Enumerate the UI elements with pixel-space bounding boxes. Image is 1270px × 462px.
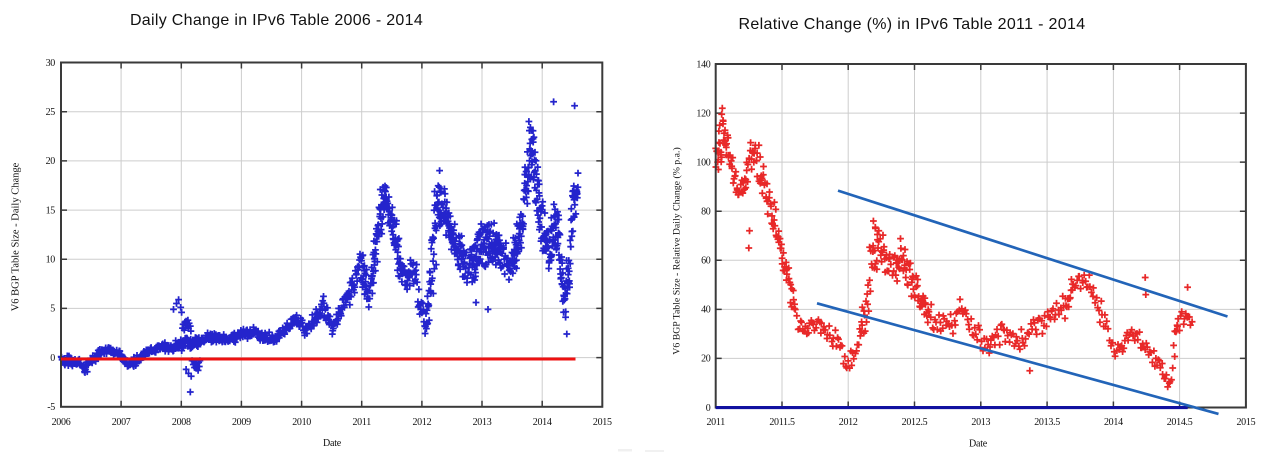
svg-text:2015: 2015: [1236, 417, 1255, 428]
svg-text:Date: Date: [969, 439, 988, 450]
svg-text:0: 0: [706, 403, 711, 414]
svg-text:2011: 2011: [706, 417, 725, 428]
svg-text:10: 10: [46, 255, 56, 266]
svg-text:40: 40: [701, 305, 711, 316]
svg-text:140: 140: [696, 59, 710, 70]
svg-text:2013: 2013: [473, 417, 492, 428]
svg-text:2011: 2011: [352, 417, 371, 428]
svg-text:60: 60: [701, 256, 711, 267]
svg-text:80: 80: [701, 207, 711, 218]
svg-text:2015: 2015: [593, 417, 612, 428]
svg-text:Date: Date: [323, 438, 342, 449]
svg-text:2012: 2012: [839, 417, 858, 428]
svg-text:V6 BGP Table Size - Relative D: V6 BGP Table Size - Relative Daily Chang…: [671, 147, 682, 354]
svg-text:V6 BGP Table Size - Daily Chan: V6 BGP Table Size - Daily Change: [10, 162, 21, 311]
svg-text:5: 5: [50, 304, 55, 315]
svg-text:0: 0: [50, 353, 55, 364]
svg-text:20: 20: [46, 156, 56, 167]
svg-text:2010: 2010: [292, 417, 311, 428]
svg-text:120: 120: [696, 108, 710, 119]
svg-text:2013: 2013: [971, 417, 990, 428]
svg-text:25: 25: [46, 107, 56, 118]
svg-text:2009: 2009: [232, 417, 251, 428]
svg-text:2011.5: 2011.5: [769, 417, 795, 428]
svg-text:Relative Change (%) in IPv6 Ta: Relative Change (%) in IPv6 Table 2011 -…: [739, 16, 1086, 33]
svg-text:2012: 2012: [412, 417, 431, 428]
svg-text:100: 100: [696, 157, 710, 168]
svg-text:15: 15: [46, 205, 56, 216]
svg-text:2006: 2006: [52, 417, 71, 428]
svg-text:Daily Change in IPv6 Table 200: Daily Change in IPv6 Table 2006 - 2014: [130, 12, 423, 29]
svg-text:30: 30: [46, 58, 56, 69]
svg-text:20: 20: [701, 354, 711, 365]
svg-text:2012.5: 2012.5: [902, 417, 928, 428]
svg-text:2014: 2014: [533, 417, 552, 428]
svg-text:2008: 2008: [172, 417, 191, 428]
svg-text:2014.5: 2014.5: [1167, 417, 1193, 428]
svg-text:-5: -5: [47, 402, 55, 413]
svg-text:2013.5: 2013.5: [1034, 417, 1060, 428]
svg-text:2014: 2014: [1104, 417, 1123, 428]
svg-text:2007: 2007: [112, 417, 131, 428]
